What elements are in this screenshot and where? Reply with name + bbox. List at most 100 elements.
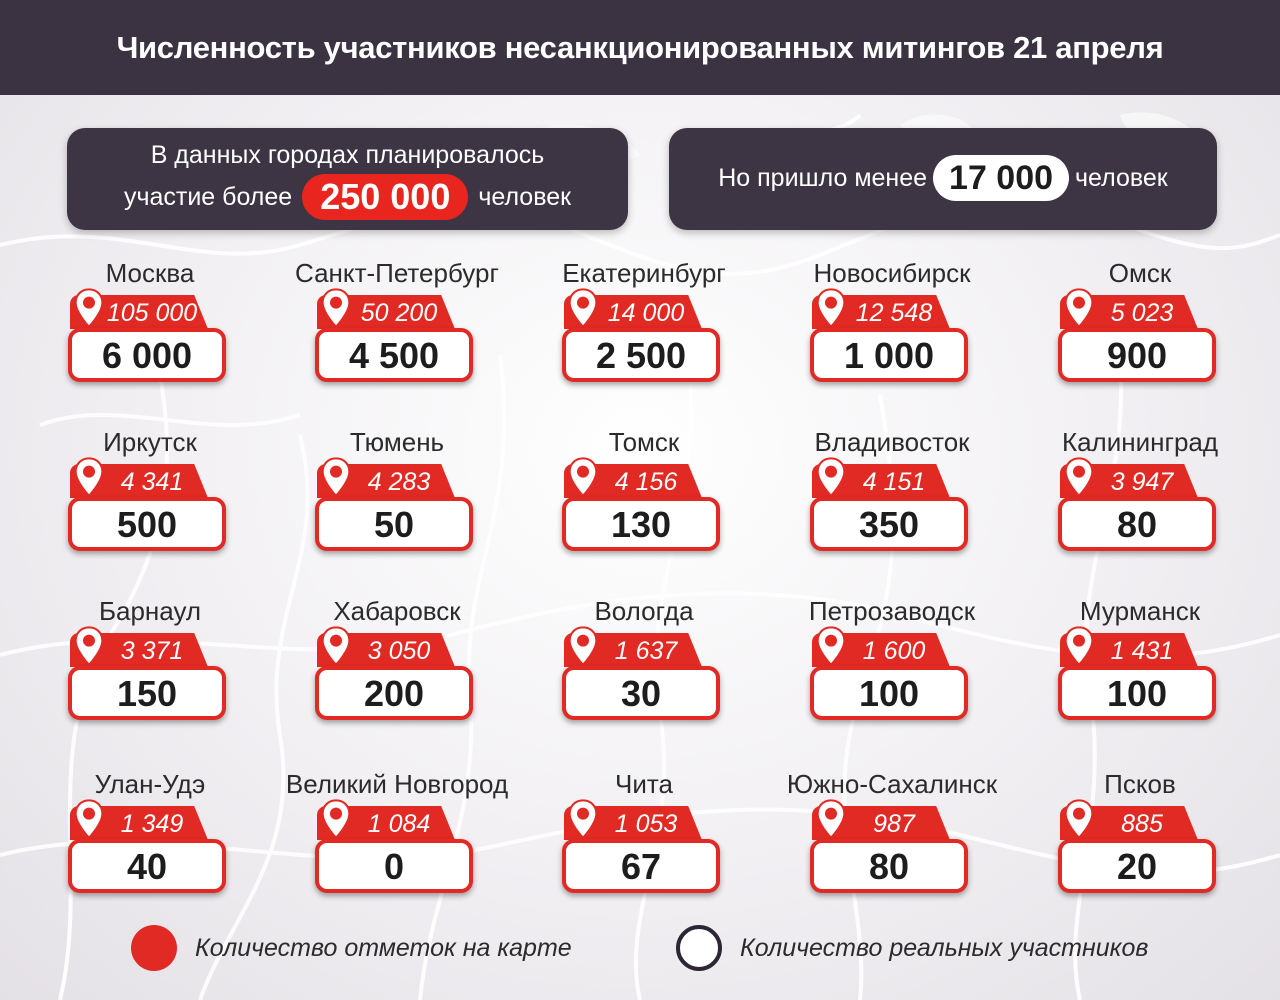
marks-count: 3 050 bbox=[367, 637, 431, 665]
marks-count: 1 349 bbox=[120, 810, 184, 838]
marks-count: 1 600 bbox=[862, 637, 926, 665]
map-pin-icon bbox=[1062, 626, 1096, 667]
planned-suffix: человек bbox=[478, 182, 572, 211]
real-count: 80 bbox=[810, 839, 968, 893]
real-count: 200 bbox=[315, 666, 473, 720]
city-name: Тюмень bbox=[349, 427, 445, 457]
city-card: Калининград 3 947 80 bbox=[990, 427, 1280, 567]
city-card: Омск 5 023 900 bbox=[990, 258, 1280, 398]
real-count: 67 bbox=[562, 839, 720, 893]
map-pin-icon bbox=[319, 288, 353, 329]
legend-real-label: Количество реальных участников bbox=[740, 933, 1149, 962]
city-card: Тюмень 4 283 50 bbox=[247, 427, 547, 567]
marks-count: 50 200 bbox=[360, 299, 438, 327]
map-pin-icon bbox=[72, 626, 106, 667]
city-card: Хабаровск 3 050 200 bbox=[247, 596, 547, 736]
real-count: 80 bbox=[1058, 497, 1216, 551]
city-name: Иркутск bbox=[103, 427, 197, 457]
map-pin-icon bbox=[72, 288, 106, 329]
marks-count: 5 023 bbox=[1110, 299, 1174, 327]
map-pin-icon bbox=[566, 457, 600, 498]
city-card: Великий Новгород 1 084 0 bbox=[247, 769, 547, 909]
city-card: Томск 4 156 130 bbox=[494, 427, 794, 567]
city-name: Мурманск bbox=[1079, 596, 1201, 626]
marks-count: 14 000 bbox=[607, 299, 685, 327]
real-count: 130 bbox=[562, 497, 720, 551]
legend-real: Количество реальных участников bbox=[676, 925, 1148, 971]
real-count: 2 500 bbox=[562, 328, 720, 382]
city-card: Вологда 1 637 30 bbox=[494, 596, 794, 736]
real-count: 500 bbox=[68, 497, 226, 551]
city-name: Санкт-Петербург bbox=[295, 258, 499, 288]
ring-dot-icon bbox=[676, 925, 722, 971]
city-name: Барнаул bbox=[98, 596, 202, 626]
actual-panel: Но пришло менее 17 000 человек bbox=[669, 128, 1217, 230]
legend-marks-label: Количество отметок на карте bbox=[195, 933, 572, 962]
city-card: Москва 105 000 6 000 bbox=[0, 258, 300, 398]
city-name: Калининград bbox=[1061, 427, 1219, 457]
map-pin-icon bbox=[319, 799, 353, 840]
marks-count: 4 151 bbox=[862, 468, 926, 496]
marks-count: 1 431 bbox=[1110, 637, 1174, 665]
city-name: Новосибирск bbox=[813, 258, 971, 288]
planned-panel: В данных городах планировалось участие б… bbox=[67, 128, 628, 230]
city-name: Чита bbox=[615, 769, 673, 799]
real-count: 30 bbox=[562, 666, 720, 720]
marks-count: 4 283 bbox=[367, 468, 431, 496]
city-name: Петрозаводск bbox=[808, 596, 976, 626]
real-count: 100 bbox=[1058, 666, 1216, 720]
city-name: Псков bbox=[1104, 769, 1176, 799]
map-pin-icon bbox=[72, 457, 106, 498]
page-title: Численность участников несанкционированн… bbox=[116, 29, 1164, 65]
marks-count: 885 bbox=[1121, 810, 1163, 838]
map-pin-icon bbox=[566, 626, 600, 667]
marks-count: 12 548 bbox=[855, 299, 933, 327]
real-count: 50 bbox=[315, 497, 473, 551]
city-name: Омск bbox=[1108, 258, 1172, 288]
real-count: 350 bbox=[810, 497, 968, 551]
marks-count: 3 371 bbox=[120, 637, 184, 665]
city-card: Улан-Удэ 1 349 40 bbox=[0, 769, 300, 909]
red-dot-icon bbox=[131, 925, 177, 971]
planned-caption: В данных городах планировалось bbox=[150, 141, 545, 169]
city-name: Южно-Сахалинск bbox=[786, 769, 998, 799]
city-name: Владивосток bbox=[814, 427, 970, 457]
city-card: Южно-Сахалинск 987 80 bbox=[742, 769, 1042, 909]
real-count: 0 bbox=[315, 839, 473, 893]
map-pin-icon bbox=[566, 288, 600, 329]
map-pin-icon bbox=[814, 288, 848, 329]
actual-suffix: человек bbox=[1075, 163, 1168, 192]
city-name: Улан-Удэ bbox=[94, 769, 206, 799]
city-name: Томск bbox=[608, 427, 680, 457]
marks-count: 1 084 bbox=[367, 810, 431, 838]
map-pin-icon bbox=[319, 626, 353, 667]
marks-count: 4 156 bbox=[614, 468, 678, 496]
city-card: Новосибирск 12 548 1 000 bbox=[742, 258, 1042, 398]
marks-count: 1 053 bbox=[614, 810, 678, 838]
real-count: 150 bbox=[68, 666, 226, 720]
map-pin-icon bbox=[566, 799, 600, 840]
city-card: Екатеринбург 14 000 2 500 bbox=[494, 258, 794, 398]
city-name: Вологда bbox=[594, 596, 694, 626]
city-card: Иркутск 4 341 500 bbox=[0, 427, 300, 567]
city-name: Москва bbox=[105, 258, 195, 288]
real-count: 1 000 bbox=[810, 328, 968, 382]
map-pin-icon bbox=[72, 799, 106, 840]
city-card: Владивосток 4 151 350 bbox=[742, 427, 1042, 567]
planned-prefix: участие более bbox=[123, 182, 293, 211]
city-card: Санкт-Петербург 50 200 4 500 bbox=[247, 258, 547, 398]
city-name: Великий Новгород bbox=[285, 769, 509, 799]
real-count: 6 000 bbox=[68, 328, 226, 382]
real-count: 4 500 bbox=[315, 328, 473, 382]
map-pin-icon bbox=[1062, 288, 1096, 329]
city-card: Чита 1 053 67 bbox=[494, 769, 794, 909]
real-count: 100 bbox=[810, 666, 968, 720]
city-name: Хабаровск bbox=[333, 596, 461, 626]
real-count: 20 bbox=[1058, 839, 1216, 893]
map-pin-icon bbox=[1062, 457, 1096, 498]
marks-count: 987 bbox=[873, 810, 915, 838]
marks-count: 4 341 bbox=[120, 468, 184, 496]
planned-total: 250 000 bbox=[302, 174, 469, 220]
city-card: Мурманск 1 431 100 bbox=[990, 596, 1280, 736]
actual-total: 17 000 bbox=[933, 155, 1070, 201]
